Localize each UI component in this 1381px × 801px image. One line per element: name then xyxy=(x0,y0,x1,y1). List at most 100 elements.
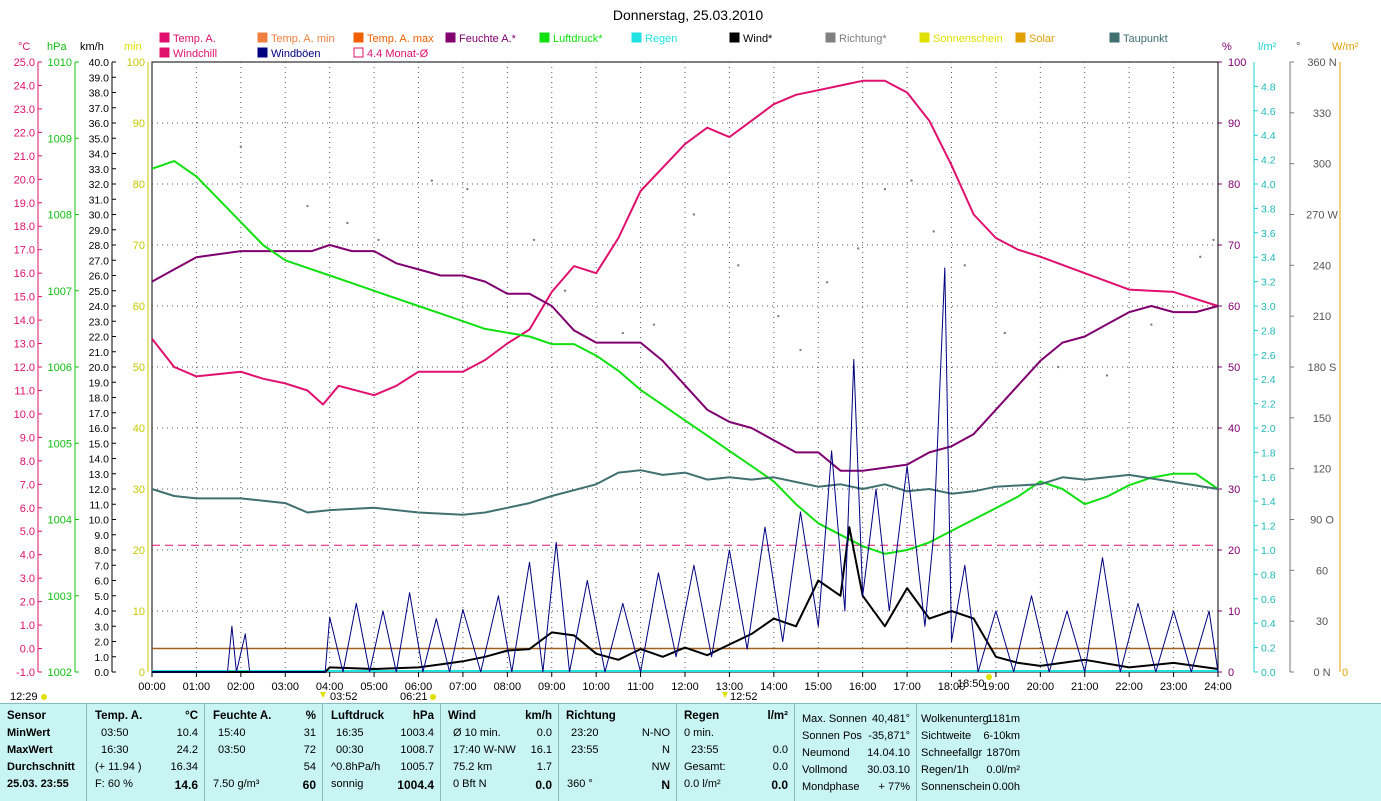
pressure-max-time: 00:30 xyxy=(336,744,364,756)
wind-tick-label: 9.0 xyxy=(94,530,109,542)
wind-max-value: 16.1 xyxy=(530,744,552,756)
wind-tick-label: 23.0 xyxy=(89,316,110,328)
legend-label: Windböen xyxy=(271,48,321,60)
stats-wind-col: Wind km/h Ø 10 min. 0.0 17:40 W-NW 16.1 … xyxy=(441,704,559,801)
x-tick-label: 20:00 xyxy=(1027,681,1055,693)
legend-label: Taupunkt xyxy=(1123,33,1168,45)
wind-avg-value: 0.0 xyxy=(536,727,552,739)
wind-tick-label: 4.0 xyxy=(94,606,109,618)
wind-tick-label: 35.0 xyxy=(89,133,110,145)
humidity-tick-label: 60 xyxy=(1228,301,1240,313)
rain-tick-label: 3.2 xyxy=(1261,277,1276,289)
wind-tick-label: 11.0 xyxy=(89,499,109,511)
series-luftdruck xyxy=(151,160,1219,555)
legend-label: Temp. A. max xyxy=(367,33,434,45)
fullmoon-value: 30.03.10 xyxy=(867,764,910,776)
direction-row2-value: N xyxy=(662,744,670,756)
x-tick-label: 08:00 xyxy=(494,681,522,693)
direction-tick-label: 360 N xyxy=(1307,57,1336,69)
pressure-tick-label: 1004 xyxy=(48,515,72,527)
humidity-tick-label: 70 xyxy=(1228,240,1240,252)
x-tick-label: 01:00 xyxy=(183,681,211,693)
humidity-tick-label: 10 xyxy=(1228,606,1240,618)
direction-point xyxy=(1212,238,1215,242)
direction-point xyxy=(466,187,469,191)
rain-tick-label: 0.4 xyxy=(1261,618,1276,630)
legend-swatch xyxy=(1015,32,1026,43)
temp-header: Temp. A. xyxy=(95,710,143,722)
humidity-tick-label: 80 xyxy=(1228,179,1240,191)
x-tick-label: 21:00 xyxy=(1071,681,1099,693)
wind-bft: 0 Bft N xyxy=(453,778,487,790)
legend-swatch xyxy=(1109,32,1120,43)
humidity-tick-label: 40 xyxy=(1228,423,1240,435)
wind-tick-label: 3.0 xyxy=(94,621,109,633)
rain-value-1: 0.0 xyxy=(772,744,788,756)
humidity-unit: % xyxy=(305,710,316,722)
direction-point xyxy=(346,221,349,225)
humidity-min-time: 15:40 xyxy=(218,727,246,739)
x-tick-label: 11:00 xyxy=(627,681,654,693)
rain-tick-label: 1.2 xyxy=(1261,521,1276,533)
rain-tick-label: 3.8 xyxy=(1261,203,1276,215)
sunshine-label: Sonnenschein xyxy=(921,781,991,793)
axis-unit-degree: ° xyxy=(1296,41,1300,53)
rain-tick-label: 4.8 xyxy=(1261,81,1276,93)
legend-swatch xyxy=(353,32,364,43)
temp-tick-label: 25.0 xyxy=(14,57,35,69)
direction-row1-time: 23:20 xyxy=(571,727,599,739)
direction-point xyxy=(883,187,887,191)
temp-min-value: 10.4 xyxy=(176,727,198,739)
chart-title: Donnerstag, 25.03.2010 xyxy=(613,7,763,23)
legend-label: Richtung* xyxy=(839,33,887,45)
wind-tick-label: 37.0 xyxy=(89,103,110,115)
legend-label: Luftdruck* xyxy=(553,33,603,45)
solar-tick-label: 0 xyxy=(1342,667,1348,679)
sunset-time: 18:50 xyxy=(957,678,985,690)
direction-point xyxy=(1056,365,1060,369)
rain-tick-label: 2.8 xyxy=(1261,325,1276,337)
wind-tick-label: 25.0 xyxy=(89,286,110,298)
x-tick-label: 02:00 xyxy=(227,681,255,693)
wind-tick-label: 2.0 xyxy=(94,637,109,649)
axis-unit-rain: l/m² xyxy=(1258,41,1277,53)
axis-unit-min: min xyxy=(124,41,142,53)
sun-max-value: 40,481° xyxy=(871,713,910,725)
wind-tick-label: 30.0 xyxy=(89,210,110,222)
row-label-current: 25.03. 23:55 xyxy=(7,778,69,790)
wind-tick-label: 5.0 xyxy=(94,591,109,603)
minutes-tick-label: 70 xyxy=(133,240,145,252)
stats-sun-col: Max. Sonnen 40,481° Sonnen Pos -35,871° … xyxy=(795,704,917,801)
sun-pos-value: -35,871° xyxy=(868,730,910,742)
sensor-header: Sensor xyxy=(7,710,46,722)
pressure-tick-label: 1008 xyxy=(48,210,72,222)
legend: Temp. A. Windchill Temp. A. min Windböen Tem… xyxy=(159,32,1168,60)
wind-tick-label: 31.0 xyxy=(89,194,110,206)
row-label-avg: Durchschnitt xyxy=(7,761,75,773)
moonphase-label: Mondphase xyxy=(802,781,860,793)
x-tick-label: 13:00 xyxy=(716,681,744,693)
direction-point xyxy=(306,204,309,208)
direction-tick-label: 210 xyxy=(1313,311,1331,323)
wind-current-value: 0.0 xyxy=(535,778,552,792)
x-tick-label: 18:00 xyxy=(938,681,966,693)
wind-tick-label: 34.0 xyxy=(89,149,110,161)
minutes-tick-label: 40 xyxy=(133,423,145,435)
moonrise-icon xyxy=(320,692,326,698)
series-feuchte-a xyxy=(151,244,1219,472)
wind-tick-label: 22.0 xyxy=(89,332,110,344)
rain-tick-label: 0.0 xyxy=(1261,667,1276,679)
temp-tick-label: 24.0 xyxy=(14,80,35,92)
temp-tick-label: 12.0 xyxy=(14,362,35,374)
x-tick-label: 00:00 xyxy=(138,681,166,693)
sun-icon xyxy=(41,694,47,700)
direction-point xyxy=(652,323,656,326)
wind-tick-label: 39.0 xyxy=(89,72,110,84)
humidity-tick-label: 90 xyxy=(1228,118,1240,130)
x-tick-label: 19:00 xyxy=(982,681,1010,693)
axis-unit-wm2: W/m² xyxy=(1332,41,1359,53)
rain-per-hour-value: 0.0l/m² xyxy=(986,764,1020,776)
wind-avg-label: Ø 10 min. xyxy=(453,727,501,739)
stats-sensor-col: Sensor MinWert MaxWert Durchschnitt 25.0… xyxy=(0,704,87,801)
direction-point xyxy=(1150,323,1153,326)
